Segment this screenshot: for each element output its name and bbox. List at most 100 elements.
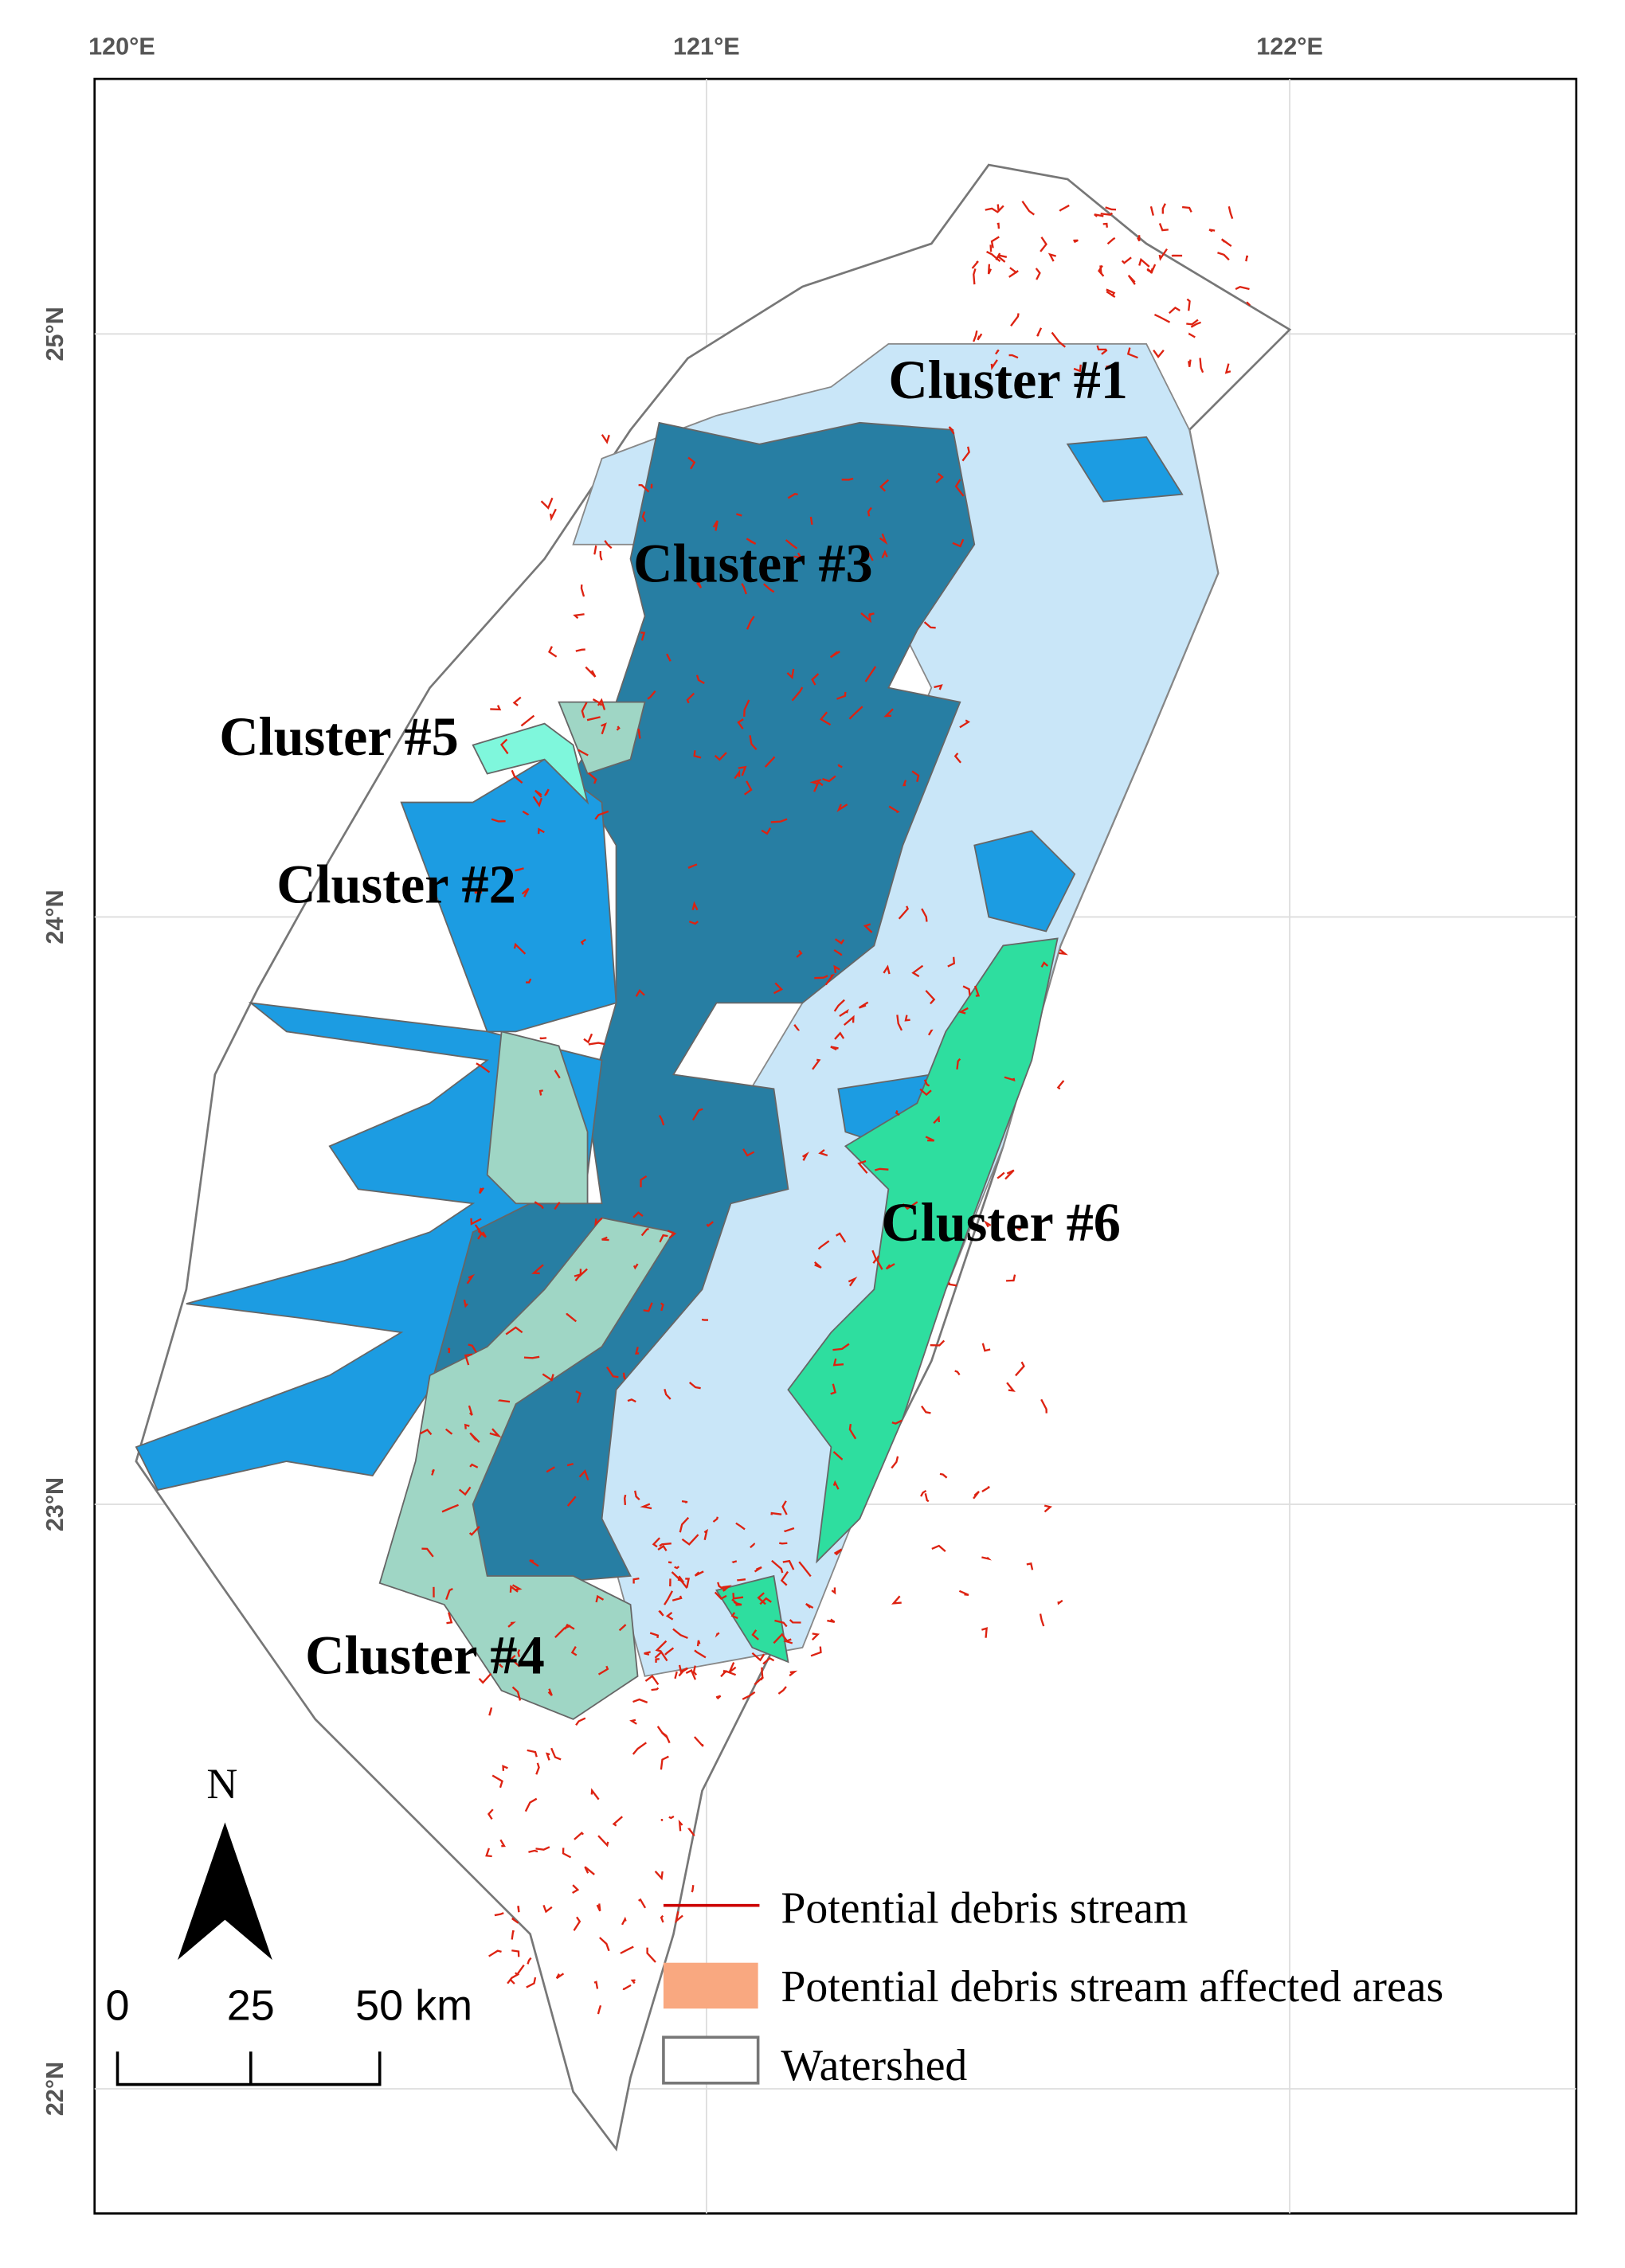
debris-stream: [715, 1695, 722, 1700]
debris-stream: [532, 796, 543, 807]
debris-stream: [793, 1024, 801, 1031]
debris-stream: [1057, 1599, 1063, 1605]
debris-stream: [921, 1405, 931, 1414]
debris-stream: [1059, 204, 1070, 212]
debris-stream: [1026, 1562, 1034, 1570]
debris-stream: [1039, 1613, 1045, 1627]
debris-stream: [973, 268, 977, 285]
debris-stream: [632, 1211, 644, 1218]
debris-stream: [524, 1797, 538, 1812]
debris-stream: [590, 1788, 600, 1801]
debris-stream: [771, 1559, 784, 1574]
debris-stream: [935, 472, 944, 483]
debris-stream: [500, 738, 509, 755]
debris-stream: [474, 889, 482, 894]
debris-stream: [923, 1079, 930, 1087]
debris-stream: [685, 1669, 696, 1680]
debris-stream: [801, 1152, 809, 1161]
debris-stream: [1006, 1382, 1016, 1392]
debris-stream: [757, 1592, 766, 1605]
debris-stream: [671, 1571, 688, 1589]
debris-stream: [1056, 1080, 1065, 1090]
debris-stream: [817, 1240, 830, 1250]
debris-stream: [867, 506, 872, 517]
debris-stream: [895, 1110, 900, 1116]
debris-stream: [660, 1755, 669, 1770]
debris-stream: [599, 550, 603, 561]
debris-stream: [1106, 237, 1116, 245]
debris-stream: [879, 479, 890, 492]
debris-stream: [1153, 314, 1171, 323]
debris-stream: [517, 1906, 520, 1913]
debris-stream: [997, 222, 1000, 229]
debris-stream: [1105, 206, 1117, 211]
debris-stream: [574, 1831, 585, 1840]
debris-stream: [777, 1686, 787, 1695]
debris-stream: [510, 1654, 521, 1668]
debris-stream: [1073, 364, 1082, 373]
debris-stream: [651, 1687, 660, 1691]
lon-label: 122°E: [1256, 33, 1323, 60]
north-arrow: [178, 1822, 272, 1961]
debris-stream: [638, 1898, 647, 1909]
debris-stream: [1158, 248, 1168, 261]
debris-stream: [550, 1747, 562, 1761]
debris-stream: [511, 1949, 520, 1957]
debris-stream: [511, 1686, 522, 1701]
debris-stream: [782, 1559, 795, 1570]
debris-stream: [962, 985, 971, 996]
debris-stream: [621, 1916, 627, 1926]
debris-stream: [499, 1664, 503, 1668]
debris-stream: [573, 613, 585, 620]
debris-stream: [1016, 1223, 1025, 1232]
debris-stream: [463, 1299, 468, 1308]
debris-stream: [660, 1302, 664, 1312]
debris-stream: [466, 1273, 476, 1285]
debris-stream: [658, 1609, 664, 1617]
debris-stream: [640, 1503, 652, 1510]
debris-stream: [971, 260, 979, 269]
cluster-label: Cluster #6: [881, 1192, 1121, 1253]
legend-label: Watershed: [781, 2041, 967, 2090]
debris-stream: [538, 1089, 543, 1096]
debris-stream: [667, 1230, 677, 1239]
debris-stream: [983, 1220, 992, 1228]
debris-stream: [749, 735, 758, 751]
debris-stream: [612, 1816, 623, 1827]
debris-stream: [1188, 332, 1196, 338]
debris-stream: [1010, 313, 1020, 327]
debris-stream: [616, 725, 621, 731]
debris-stream: [548, 646, 558, 658]
debris-stream: [832, 1358, 844, 1367]
debris-stream: [604, 540, 613, 549]
debris-stream: [839, 1008, 849, 1018]
debris-stream: [981, 1486, 990, 1492]
debris-stream: [469, 1463, 479, 1468]
debris-stream: [566, 1312, 578, 1323]
debris-stream: [654, 1871, 664, 1881]
debris-stream: [824, 973, 835, 986]
debris-stream: [1224, 363, 1231, 374]
debris-stream: [809, 516, 813, 526]
debris-stream: [720, 1670, 737, 1678]
debris-stream: [762, 583, 775, 593]
debris-stream: [534, 789, 542, 798]
debris-stream: [764, 756, 776, 768]
debris-stream: [512, 696, 522, 706]
debris-stream: [732, 1593, 744, 1600]
debris-stream: [592, 698, 603, 706]
debris-stream: [832, 1480, 840, 1490]
debris-stream: [959, 719, 971, 729]
debris-stream: [848, 1277, 858, 1287]
debris-stream: [499, 1839, 506, 1848]
debris-stream: [658, 1114, 665, 1126]
debris-stream: [542, 1904, 553, 1914]
debris-stream: [746, 538, 757, 545]
debris-stream: [674, 1671, 678, 1679]
debris-stream: [981, 1627, 988, 1638]
debris-stream: [622, 1984, 632, 1991]
debris-stream: [1126, 347, 1138, 359]
debris-stream: [520, 714, 535, 727]
debris-stream: [848, 1424, 857, 1440]
debris-stream: [693, 750, 702, 759]
